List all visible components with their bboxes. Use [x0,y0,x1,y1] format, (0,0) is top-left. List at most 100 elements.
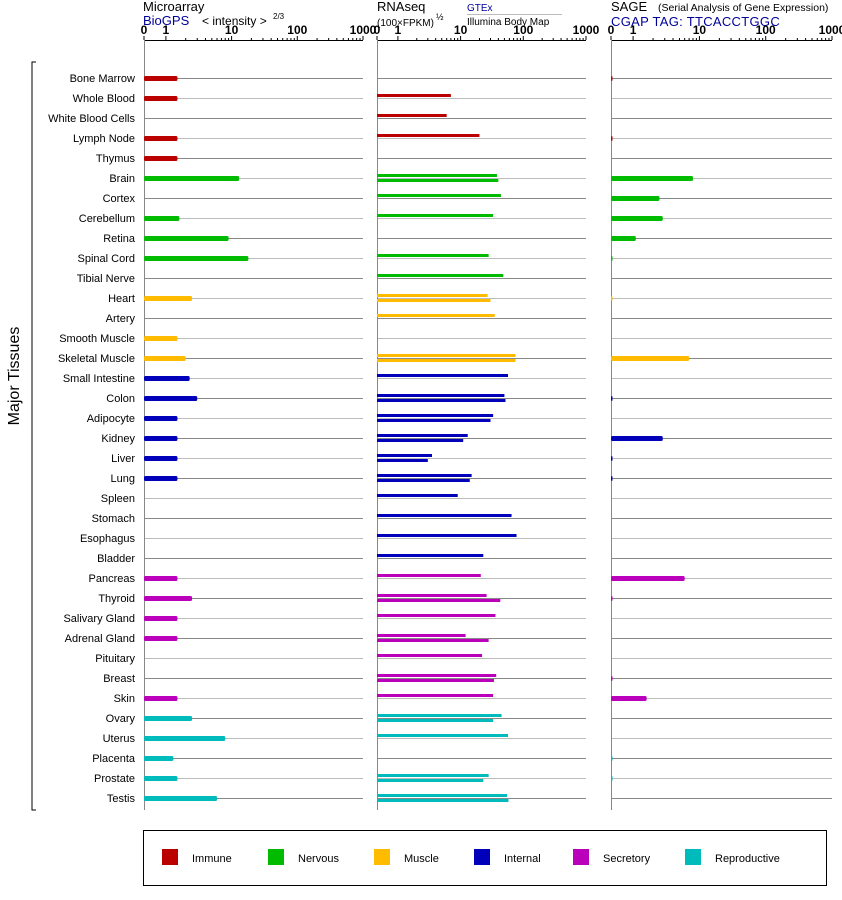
rnaseq-header: RNAseq (100×FPKM) ½ GTEx Illumina Body M… [377,0,562,29]
tissue-label: White Blood Cells [48,113,135,125]
tissue-label: Uterus [103,733,136,745]
microarray-bar [144,76,178,81]
axis-tick-label: 1 [163,23,170,37]
legend-label: Immune [192,853,232,865]
microarray-bar [144,236,229,241]
tissue-label: Kidney [101,433,135,445]
tissue-label: Cortex [103,193,136,205]
microarray-bar [144,136,178,141]
rnaseq-source-gtex: GTEx [467,3,493,14]
rnaseq-bar [377,479,470,482]
sage-bar [611,576,685,581]
rnaseq-bar [377,294,488,297]
sage-tag: CGAP TAG: TTCACCTGGC [611,14,780,29]
rnaseq-bar [377,779,484,782]
rnaseq-bar [377,314,495,317]
axis-tick-label: 1000 [819,23,842,37]
microarray-bar [144,376,190,381]
rnaseq-bar [377,254,489,257]
rnaseq-bar [377,194,501,197]
microarray-bar [144,576,178,581]
rnaseq-bar [377,179,499,182]
tissue-label: Liver [111,453,135,465]
rnaseq-bar [377,434,468,437]
rnaseq-bar [377,719,494,722]
tissue-label: Heart [108,293,135,305]
axis-tick-label: 1000 [573,23,600,37]
rnaseq-measure-exponent: ½ [436,12,444,22]
rnaseq-bar [377,174,497,177]
rnaseq-bar [377,134,480,137]
legend-label: Nervous [298,853,339,865]
rnaseq-bar [377,399,506,402]
sage-bar [611,356,690,361]
axis-tick-label: 1 [630,23,637,37]
tissue-label: Ovary [106,713,136,725]
rnaseq-source-illumina: Illumina Body Map [467,17,550,28]
microarray-bar [144,716,193,721]
microarray-bar [144,776,178,781]
sage-header: SAGE (Serial Analysis of Gene Expression… [611,0,828,29]
rnaseq-bar [377,359,516,362]
tissue-label: Breast [103,673,135,685]
tissue-label: Retina [103,233,136,245]
axis-tick-label: 10 [454,23,468,37]
rnaseq-bar [377,94,451,97]
tissue-label: Pancreas [89,573,136,585]
rnaseq-bar [377,654,483,657]
tissue-label: Prostate [94,773,135,785]
legend-swatch [162,849,178,865]
microarray-bar [144,216,180,221]
rnaseq-bar [377,679,494,682]
tissue-group-bracket [31,61,36,811]
axis-tick-label: 10 [225,23,239,37]
sage-bar [611,756,613,761]
axis-tick-label: 100 [287,23,307,37]
rnaseq-bar [377,274,504,277]
legend-swatch [268,849,284,865]
legend-label: Muscle [404,853,439,865]
microarray-bar [144,96,178,101]
sage-bar [611,216,663,221]
rnaseq-bar [377,594,487,597]
tissue-label: Tibial Nerve [77,273,135,285]
axis-tick-label: 0 [608,23,615,37]
rnaseq-bar [377,774,489,777]
bars [144,76,693,802]
rnaseq-bar [377,374,508,377]
legend-swatch [474,849,490,865]
axis-tick-label: 100 [513,23,533,37]
tissue-label: Adrenal Gland [65,633,135,645]
microarray-bar [144,396,198,401]
tissue-label: Whole Blood [73,93,135,105]
sage-bar [611,256,613,261]
legend: Immune Nervous Muscle Internal Secretory Repr… [162,849,780,865]
axes: 011010010000110100100001101001000 [141,23,842,810]
sage-subtitle: (Serial Analysis of Gene Expression) [658,2,828,14]
legend-label: Secretory [603,853,651,865]
sage-bar [611,436,663,441]
rnaseq-bar [377,354,516,357]
tissue-label: Spleen [101,493,135,505]
tissue-label: Testis [107,793,136,805]
legend-swatch [374,849,390,865]
sage-bar [611,476,613,481]
microarray-bar [144,336,178,341]
rnaseq-bar [377,614,496,617]
rnaseq-bar [377,114,447,117]
axis-tick-label: 10 [693,23,707,37]
rnaseq-bar [377,459,428,462]
tissue-label: Small Intestine [63,373,135,385]
rnaseq-bar [377,634,466,637]
rnaseq-bar [377,494,458,497]
rnaseq-bar [377,599,501,602]
rnaseq-measure: (100×FPKM) [377,18,434,29]
tissue-label: Bladder [97,553,135,565]
sage-title: SAGE [611,0,647,14]
rnaseq-bar [377,794,508,797]
rnaseq-bar [377,454,433,457]
sage-bar [611,696,647,701]
rnaseq-title: RNAseq [377,0,425,14]
rnaseq-bar [377,734,508,737]
